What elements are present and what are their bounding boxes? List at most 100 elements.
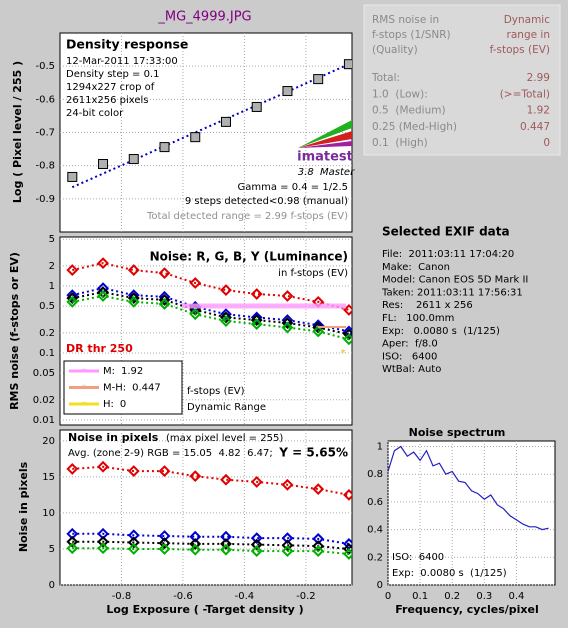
threshold-label: DR thr 250 <box>66 342 133 355</box>
series-line <box>72 294 350 341</box>
marker <box>220 315 232 327</box>
marker <box>250 288 263 300</box>
marker <box>189 543 202 556</box>
exif-line: Exp: 0.0080 s (1/125) <box>382 326 500 337</box>
marker <box>66 292 79 305</box>
marker <box>189 308 202 321</box>
file-title: _MG_4999.JPG <box>157 10 251 25</box>
marker <box>313 74 324 85</box>
x-axis-label: Frequency, cycles/pixel <box>395 603 539 616</box>
plot-area <box>387 440 556 586</box>
y-tick-label: 2 <box>49 261 55 272</box>
marker <box>127 289 140 302</box>
y-tick-label: 0.05 <box>33 368 55 379</box>
marker <box>312 325 325 338</box>
note: 9 steps detected<0.98 (manual) <box>185 196 348 207</box>
exif-line: WtBal: Auto <box>382 364 441 375</box>
note: Gamma = 0.4 = 1/2.5 <box>238 182 349 193</box>
marker <box>127 465 140 478</box>
x-tick-label: -0.4 <box>235 591 255 602</box>
exif-title: Selected EXIF data <box>382 225 510 239</box>
marker <box>97 257 109 270</box>
legend-note: Dynamic Range <box>187 402 266 413</box>
series-line <box>72 262 350 311</box>
y-tick-label: 10 <box>42 508 55 519</box>
annotation: Density step = 0.1 <box>66 69 159 80</box>
marker <box>281 545 294 558</box>
series-group <box>66 460 352 560</box>
exif-line: Model: Canon EOS 5D Mark II <box>382 275 528 286</box>
marker <box>281 321 294 334</box>
marker <box>158 290 171 303</box>
table-cell: 0.447 <box>520 121 550 133</box>
marker <box>250 538 263 551</box>
y-tick-label: -0.7 <box>35 128 55 139</box>
dr-markers: * <box>182 303 346 359</box>
table-cell: 0.1 (High) <box>372 137 428 149</box>
annotation: 2611x256 pixels <box>66 95 149 106</box>
legend-value: 1.92 <box>121 366 143 377</box>
y-tick-label: 0.5 <box>39 301 55 312</box>
y-tick-label: 0.02 <box>33 395 55 406</box>
series-line <box>71 63 350 189</box>
annotation: ISO: 6400 <box>392 552 444 563</box>
x-tick-label: 0.1 <box>412 591 428 602</box>
chart-title: Noise: R, G, B, Y (Luminance) <box>150 250 348 264</box>
y-tick-label: 0.2 <box>39 328 55 339</box>
series-group <box>388 445 549 531</box>
marker <box>220 311 232 324</box>
marker <box>127 292 140 305</box>
marker <box>281 314 294 327</box>
exif-line: Taken: 2011:03:11 17:56:31 <box>381 287 523 298</box>
legend-symbol: * <box>82 384 87 395</box>
marker <box>158 298 171 310</box>
y-tick-label: 1 <box>49 281 55 292</box>
marker <box>127 536 140 549</box>
marker <box>128 154 139 165</box>
legend-value: 0.447 <box>132 383 161 394</box>
x-tick-label: -0.2 <box>296 591 316 602</box>
x-tick-label: 0.2 <box>444 591 460 602</box>
version: 3.8 Master <box>298 167 355 178</box>
marker <box>159 142 170 153</box>
table-cell: Total: <box>371 72 400 84</box>
annotation: 1294x227 crop of <box>66 82 155 93</box>
logo: imatest <box>297 150 353 165</box>
table-header: Dynamic <box>504 14 551 26</box>
marker <box>97 535 109 548</box>
marker <box>312 483 325 496</box>
y-tick-label: -0.9 <box>35 194 55 205</box>
marker <box>343 59 352 70</box>
series-group <box>67 59 352 189</box>
dr-legend: * M: 1.92 * M-H: 0.447 * H: 0 <box>69 366 161 411</box>
series-group <box>66 257 352 346</box>
marker <box>281 532 294 545</box>
marker <box>97 290 109 302</box>
stats: Avg. (zone 2-9) RGB = 15.05 4.82 6.47; <box>68 448 273 459</box>
marker <box>97 460 109 473</box>
y-tick-label: 5 <box>49 234 55 245</box>
chart-title: Noise spectrum <box>409 426 506 439</box>
marker <box>190 132 201 143</box>
marker <box>67 171 78 182</box>
marker <box>127 543 140 555</box>
chart-title: Noise in pixels <box>68 431 159 444</box>
marker <box>250 532 263 545</box>
svg-text:*: * <box>341 348 346 359</box>
exif-line: ISO: 6400 <box>382 351 437 362</box>
marker <box>66 264 79 277</box>
chart-subtitle: (max pixel level = 255) <box>166 433 283 444</box>
y-tick-label: 20 <box>42 436 55 447</box>
logo-fan <box>298 120 352 148</box>
y-tick-label: -0.6 <box>35 94 55 105</box>
table-cell: 0.25 (Med-High) <box>372 121 457 133</box>
y-tick-label: 15 <box>42 472 55 483</box>
table-cell: (>=Total) <box>500 88 550 100</box>
series-line <box>72 287 350 333</box>
table-cell: 1.92 <box>527 105 550 117</box>
table-header: f-stops (EV) <box>490 44 550 56</box>
series-line <box>388 445 549 531</box>
marker <box>189 537 202 550</box>
marker <box>281 478 294 491</box>
